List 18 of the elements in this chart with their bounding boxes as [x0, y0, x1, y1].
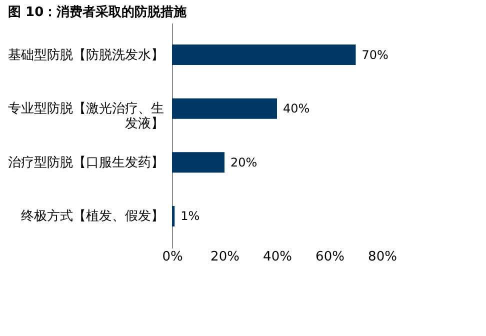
- chart-title: 图 10：消费者采取的防脱措施: [8, 4, 188, 20]
- bar: [172, 98, 277, 119]
- y-tick-label: 基础型防脱【防脱洗发水】: [8, 48, 164, 63]
- bar: [172, 152, 224, 173]
- x-tick-label: 80%: [368, 250, 397, 264]
- y-tick-label: 专业型防脱【激光治疗、生发液】: [8, 102, 164, 132]
- x-tick-label: 40%: [263, 250, 292, 264]
- data-label: 70%: [362, 48, 388, 62]
- bar: [172, 44, 356, 65]
- data-label: 20%: [230, 155, 258, 170]
- y-tick-label: 终极方式【植发、假发】: [21, 208, 164, 224]
- x-tick-label: 60%: [316, 250, 344, 264]
- data-label: 40%: [283, 102, 310, 116]
- bar: [172, 206, 175, 226]
- x-tick-label: 20%: [210, 250, 240, 264]
- y-tick-label: 治疗型防脱【口服生发药】: [8, 155, 164, 170]
- data-label: 1%: [180, 209, 200, 224]
- x-tick-label: 0%: [162, 250, 183, 264]
